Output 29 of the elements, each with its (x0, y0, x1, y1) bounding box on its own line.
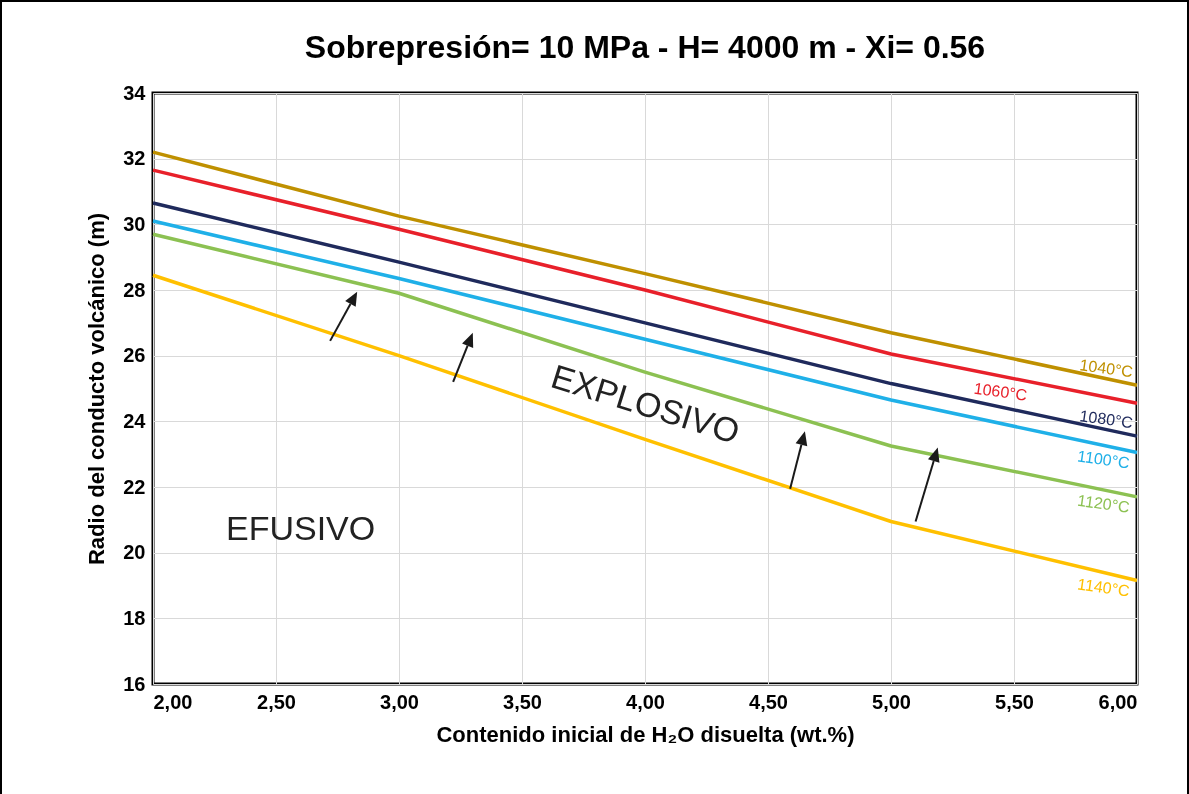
annotation: EFUSIVO (225, 509, 376, 548)
x-tick-label: 4,00 (626, 690, 665, 713)
y-tick-label: 34 (123, 81, 147, 104)
chart-title: Sobrepresión= 10 MPa - H= 4000 m - Xi= 0.56 (304, 29, 986, 65)
y-tick-label: 16 (123, 672, 146, 695)
text: 1060°C (972, 379, 1029, 404)
text: 1040°C (1078, 356, 1134, 381)
x-tick-label: 2,50 (257, 690, 296, 713)
text: 1080°C (1078, 407, 1134, 432)
x-tick-label: 3,00 (380, 690, 419, 713)
x-tick-label: 3,50 (503, 690, 542, 713)
text: 1140°C (1076, 575, 1131, 600)
x-axis-title: Contenido inicial de H₂O disuelta (wt.%) (436, 721, 855, 747)
x-tick-label: 6,00 (1098, 690, 1138, 713)
y-axis-title: Radio del conducto volcánico (m) (84, 212, 110, 566)
y-tick-label: 20 (123, 541, 146, 564)
x-tick-label: 2,00 (153, 690, 193, 713)
y-tick-label: 32 (123, 147, 146, 170)
text: 1100°C (1076, 447, 1131, 472)
y-tick-label: 28 (123, 278, 146, 301)
y-tick-label: 18 (123, 606, 146, 629)
y-tick-label: 24 (123, 409, 147, 432)
y-tick-label: 22 (123, 475, 146, 498)
y-tick-label: 26 (123, 344, 146, 367)
x-tick-label: 5,00 (872, 690, 911, 713)
text: 1120°C (1076, 491, 1131, 516)
y-tick-label: 30 (123, 212, 146, 235)
x-tick-label: 5,50 (995, 690, 1034, 713)
x-tick-label: 4,50 (749, 690, 788, 713)
